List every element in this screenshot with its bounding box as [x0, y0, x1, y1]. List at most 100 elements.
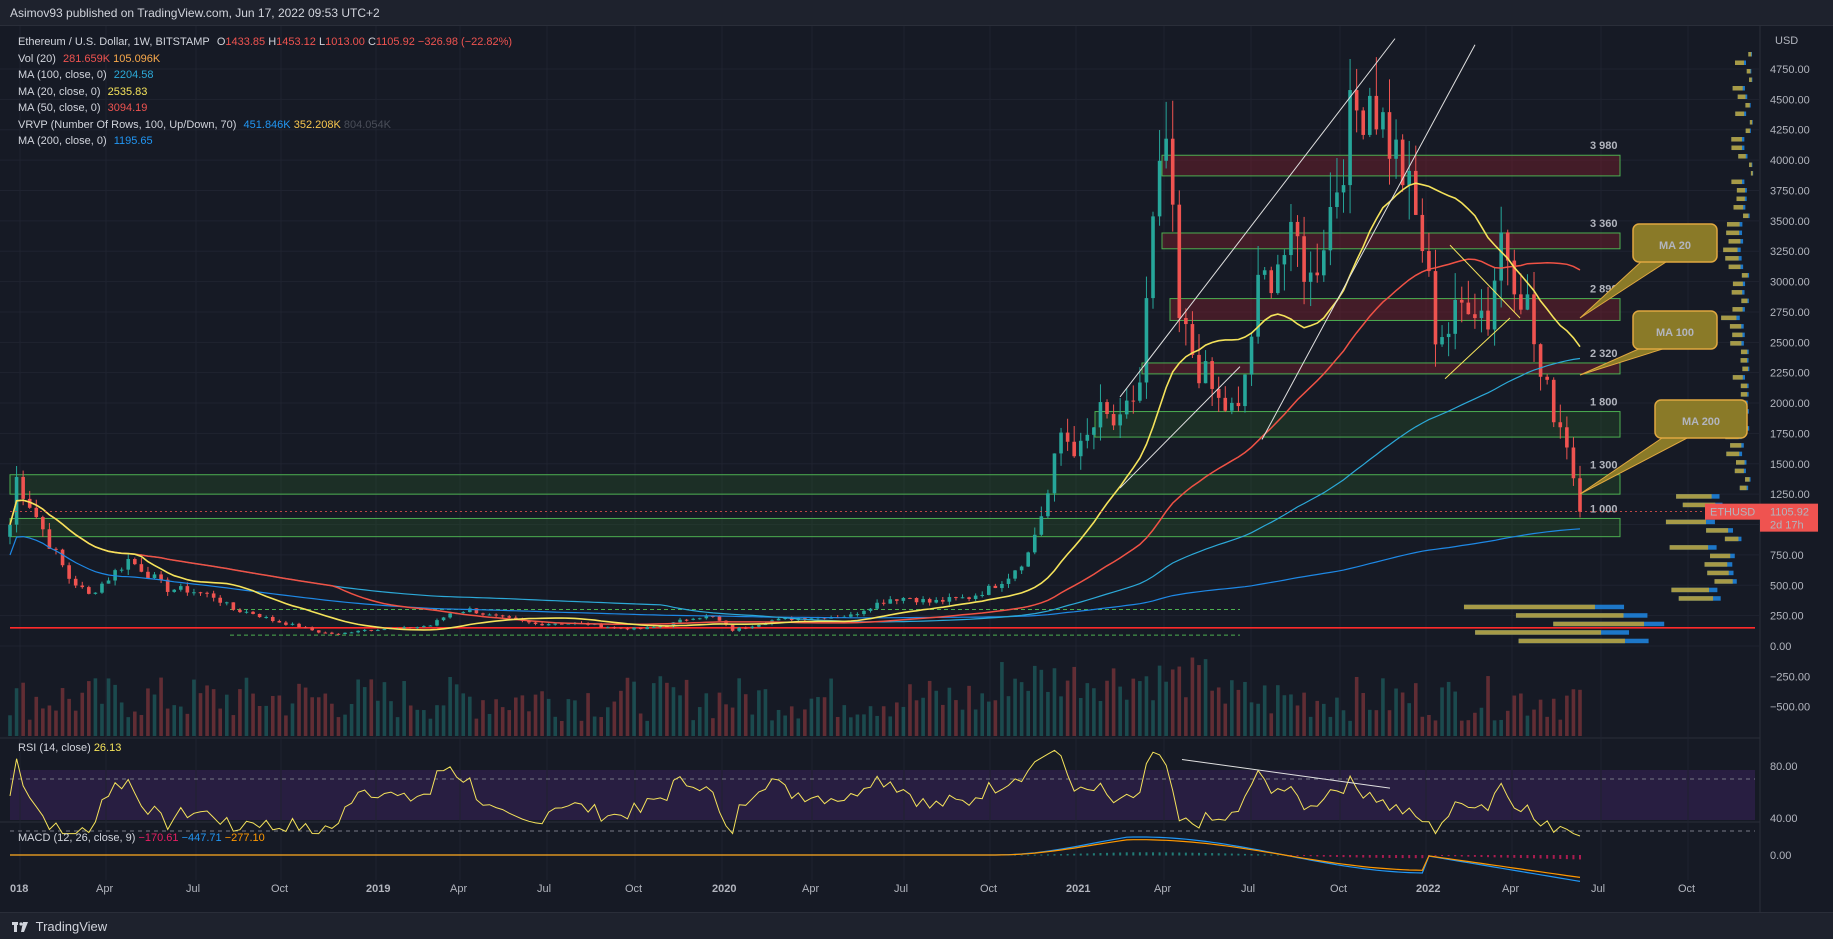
candle-body[interactable]: [1006, 578, 1011, 584]
candle-body[interactable]: [1427, 251, 1431, 272]
candle-body[interactable]: [849, 614, 853, 617]
candle-body[interactable]: [724, 620, 728, 625]
candle-body[interactable]: [1322, 250, 1326, 276]
candle-body[interactable]: [1571, 447, 1576, 479]
candle-body[interactable]: [1505, 232, 1510, 261]
candle-body[interactable]: [119, 569, 124, 571]
channel-line[interactable]: [1119, 38, 1396, 398]
candle-body[interactable]: [159, 574, 163, 580]
candle-body[interactable]: [507, 616, 512, 618]
candle-body[interactable]: [1512, 260, 1517, 295]
candle-body[interactable]: [1032, 534, 1037, 553]
candle-body[interactable]: [500, 615, 505, 617]
candle-body[interactable]: [165, 579, 170, 592]
candle-body[interactable]: [927, 599, 932, 603]
candle-body[interactable]: [1407, 170, 1412, 186]
candle-body[interactable]: [527, 620, 531, 623]
sr-zone[interactable]: [9, 474, 1621, 495]
indicator-ma50[interactable]: MA (50, close, 0) 3094.19: [18, 100, 512, 117]
candle-body[interactable]: [415, 627, 420, 629]
candle-body[interactable]: [1184, 318, 1188, 325]
candle-body[interactable]: [1400, 139, 1405, 186]
candle-body[interactable]: [895, 599, 899, 601]
candle-body[interactable]: [691, 618, 695, 620]
candle-body[interactable]: [665, 626, 669, 628]
indicator-ma200[interactable]: MA (200, close, 0) 1195.65: [18, 133, 512, 150]
candle-body[interactable]: [34, 507, 39, 518]
candle-body[interactable]: [139, 564, 144, 572]
candle-body[interactable]: [1197, 354, 1201, 384]
candle-body[interactable]: [1052, 453, 1057, 494]
candle-body[interactable]: [1085, 434, 1090, 441]
candle-body[interactable]: [27, 498, 32, 508]
candle-body[interactable]: [1065, 432, 1070, 442]
candle-body[interactable]: [356, 630, 360, 633]
candle-body[interactable]: [1374, 95, 1379, 130]
candle-body[interactable]: [218, 597, 223, 603]
candle-body[interactable]: [481, 613, 485, 615]
channel-line[interactable]: [1119, 366, 1241, 489]
candle-body[interactable]: [1289, 221, 1293, 256]
candle-body[interactable]: [986, 585, 991, 595]
candle-body[interactable]: [1367, 95, 1372, 135]
candle-body[interactable]: [881, 602, 886, 604]
indicator-ma100[interactable]: MA (100, close, 0) 2204.58: [18, 67, 512, 84]
candle-body[interactable]: [540, 623, 544, 626]
candle-body[interactable]: [605, 627, 610, 629]
candle-body[interactable]: [224, 602, 229, 604]
candle-body[interactable]: [185, 586, 190, 593]
candle-body[interactable]: [422, 626, 426, 628]
triangle-line[interactable]: [1444, 317, 1511, 380]
candle-body[interactable]: [1565, 427, 1569, 448]
candle-body[interactable]: [152, 574, 157, 578]
candle-body[interactable]: [1203, 361, 1208, 384]
candle-body[interactable]: [638, 627, 643, 630]
candle-body[interactable]: [1269, 270, 1274, 294]
candle-body[interactable]: [1111, 414, 1116, 426]
candle-body[interactable]: [737, 627, 741, 631]
candle-body[interactable]: [1328, 206, 1333, 251]
candle-body[interactable]: [1354, 90, 1359, 111]
candle-body[interactable]: [645, 627, 649, 630]
callout-box[interactable]: [1632, 310, 1718, 350]
candle-body[interactable]: [1256, 274, 1260, 337]
candle-body[interactable]: [612, 627, 617, 629]
candle-body[interactable]: [934, 599, 939, 603]
candle-body[interactable]: [1538, 344, 1543, 377]
candle-body[interactable]: [172, 589, 177, 592]
candle-body[interactable]: [1545, 376, 1549, 380]
candle-body[interactable]: [297, 623, 301, 628]
candle-body[interactable]: [678, 619, 682, 623]
candle-body[interactable]: [1072, 441, 1076, 457]
candle-body[interactable]: [323, 632, 328, 634]
candle-body[interactable]: [284, 622, 288, 625]
candle-body[interactable]: [1413, 170, 1418, 215]
candle-body[interactable]: [1276, 264, 1280, 294]
candle-body[interactable]: [704, 616, 709, 619]
candle-body[interactable]: [743, 627, 748, 629]
candle-body[interactable]: [954, 597, 958, 599]
candle-body[interactable]: [1348, 90, 1352, 186]
indicator-ma20[interactable]: MA (20, close, 0) 2535.83: [18, 84, 512, 101]
symbol-legend[interactable]: Ethereum / U.S. Dollar, 1W, BITSTAMP O14…: [18, 34, 512, 51]
channel-line[interactable]: [1261, 44, 1476, 440]
candle-body[interactable]: [1308, 272, 1313, 282]
candle-body[interactable]: [901, 597, 906, 601]
candle-body[interactable]: [468, 608, 472, 613]
indicator-vrvp[interactable]: VRVP (Number Of Rows, 100, Up/Down, 70) …: [18, 117, 512, 134]
candle-body[interactable]: [757, 625, 761, 627]
candle-body[interactable]: [1243, 374, 1247, 407]
candle-body[interactable]: [21, 476, 25, 499]
candle-body[interactable]: [750, 626, 755, 628]
candle-body[interactable]: [41, 517, 45, 530]
candle-body[interactable]: [1433, 271, 1438, 345]
candle-body[interactable]: [789, 617, 794, 621]
candle-body[interactable]: [93, 592, 98, 594]
candle-body[interactable]: [310, 627, 314, 631]
candle-body[interactable]: [316, 630, 321, 633]
candle-body[interactable]: [684, 619, 689, 621]
candle-body[interactable]: [651, 626, 656, 628]
candle-body[interactable]: [671, 622, 676, 627]
candle-body[interactable]: [133, 559, 137, 565]
